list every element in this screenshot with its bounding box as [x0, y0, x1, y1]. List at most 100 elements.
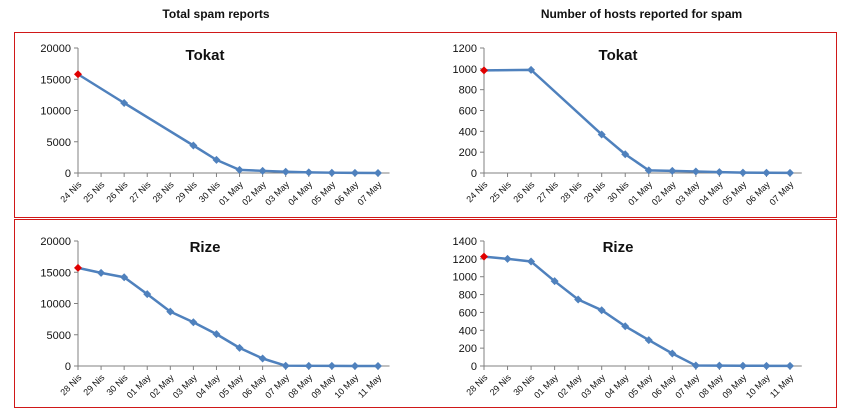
x-tick-label: 28 Nis [58, 372, 83, 397]
x-tick-label: 07 May [767, 179, 795, 207]
y-tick-label: 10000 [40, 106, 71, 118]
x-tick-label: 05 May [217, 372, 245, 400]
data-point-marker [762, 361, 771, 370]
x-tick-label: 11 May [356, 372, 384, 400]
x-tick-label: 09 May [720, 372, 748, 400]
y-tick-label: 1200 [453, 43, 477, 55]
x-tick-label: 27 Nis [128, 179, 153, 204]
y-tick-label: 800 [459, 290, 477, 302]
data-point-marker [621, 322, 630, 331]
data-point-marker [189, 318, 198, 327]
data-point-marker [738, 168, 747, 177]
total-spam-reports-header: Total spam reports [162, 7, 270, 21]
y-tick-label: 5000 [47, 330, 71, 342]
data-point-marker [97, 268, 106, 277]
data-point-marker [644, 166, 653, 175]
x-tick-label: 02 May [650, 179, 678, 207]
x-tick-label: 08 May [286, 372, 314, 400]
x-tick-label: 07 May [673, 372, 701, 400]
y-tick-label: 20000 [40, 236, 71, 248]
y-tick-label: 20000 [40, 43, 71, 55]
data-point-marker [762, 168, 771, 177]
y-tick-label: 1000 [453, 272, 477, 284]
data-point-marker [374, 168, 382, 177]
y-tick-label: 1200 [453, 254, 477, 266]
x-tick-label: 03 May [171, 372, 199, 400]
tokat-panel [14, 32, 837, 218]
x-tick-label: 28 Nis [464, 372, 489, 397]
x-tick-label: 06 May [240, 372, 268, 400]
data-point-marker [212, 330, 221, 339]
x-tick-label: 03 May [579, 372, 607, 400]
data-point-marker [189, 141, 198, 150]
data-point-marker [258, 166, 267, 175]
x-tick-label: 24 Nis [464, 179, 489, 204]
data-point-marker [668, 349, 677, 358]
rize-panel [14, 219, 837, 408]
x-tick-label: 07 May [355, 179, 383, 207]
y-tick-label: 0 [471, 168, 477, 180]
data-point-marker [527, 257, 536, 266]
data-point-marker [621, 150, 630, 159]
data-point-marker [374, 361, 382, 370]
data-point-marker [304, 361, 313, 370]
x-tick-label: 10 May [744, 372, 772, 400]
x-tick-label: 01 May [532, 372, 560, 400]
y-tick-label: 600 [459, 307, 477, 319]
x-tick-label: 07 May [263, 372, 291, 400]
x-tick-label: 29 Nis [174, 179, 199, 204]
series-line [77, 73, 379, 175]
series-line [77, 266, 379, 368]
data-point-marker [574, 295, 583, 304]
x-tick-label: 06 May [744, 179, 772, 207]
x-tick-label: 03 May [263, 179, 291, 207]
x-tick-label: 28 Nis [558, 179, 583, 204]
x-tick-label: 27 Nis [535, 179, 560, 204]
x-tick-label: 01 May [125, 372, 153, 400]
data-point-marker [691, 167, 700, 176]
x-tick-label: 03 May [673, 179, 701, 207]
data-point-marker [527, 65, 536, 74]
x-tick-label: 25 Nis [81, 179, 106, 204]
y-tick-label: 15000 [40, 74, 71, 86]
x-tick-label: 29 Nis [582, 179, 607, 204]
y-tick-label: 800 [459, 85, 477, 97]
data-point-marker [281, 361, 290, 370]
x-tick-label: 01 May [626, 179, 654, 207]
data-point-marker [258, 354, 267, 363]
data-point-marker [597, 130, 606, 139]
y-tick-label: 0 [65, 168, 71, 180]
data-point-marker [120, 99, 129, 107]
series-line [483, 68, 791, 175]
data-point-marker [503, 254, 512, 263]
x-tick-label: 06 May [332, 179, 360, 207]
x-tick-label: 05 May [309, 179, 337, 207]
data-point-marker [143, 290, 152, 299]
data-point-marker [786, 168, 794, 177]
first-data-point-marker [74, 70, 82, 79]
data-point-marker [738, 361, 747, 370]
x-tick-label: 04 May [194, 372, 222, 400]
x-tick-label: 29 Nis [81, 372, 106, 397]
x-tick-label: 05 May [720, 179, 748, 207]
x-tick-label: 04 May [697, 179, 725, 207]
y-tick-label: 400 [459, 126, 477, 138]
x-tick-label: 29 Nis [488, 372, 513, 397]
data-point-marker [715, 168, 724, 177]
x-tick-label: 04 May [603, 372, 631, 400]
x-tick-label: 10 May [332, 372, 360, 400]
chart-title: Tokat [599, 47, 638, 64]
data-point-marker [715, 361, 724, 370]
chart-title: Rize [603, 239, 634, 256]
y-tick-label: 200 [459, 343, 477, 355]
x-tick-label: 06 May [650, 372, 678, 400]
x-tick-label: 11 May [768, 372, 796, 400]
data-point-marker [644, 336, 653, 345]
x-tick-label: 02 May [556, 372, 584, 400]
data-point-marker [327, 361, 336, 370]
x-tick-label: 04 May [286, 179, 314, 207]
data-point-marker [691, 361, 700, 370]
data-point-marker [235, 343, 244, 352]
